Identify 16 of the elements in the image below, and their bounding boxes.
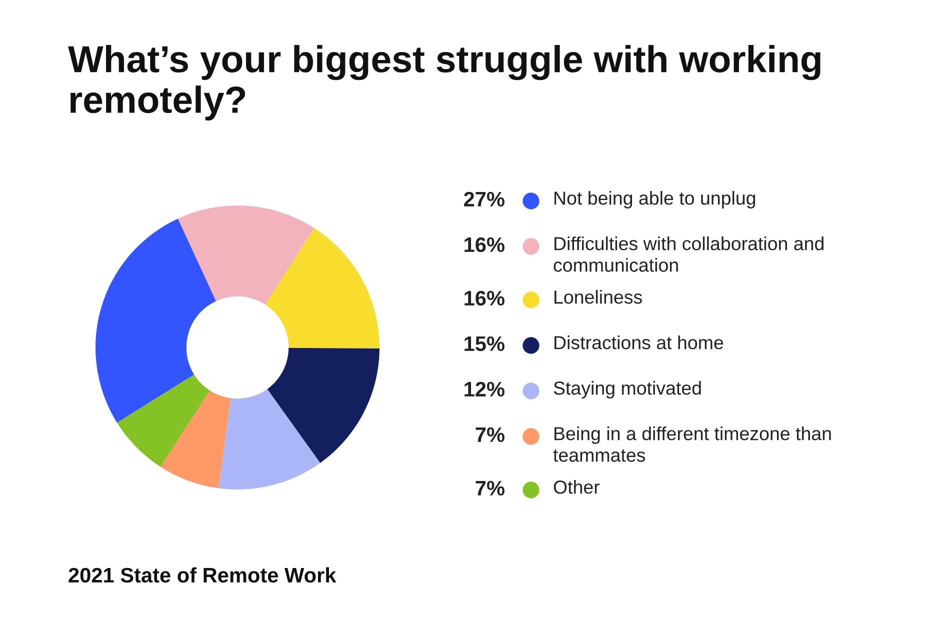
- legend-label: Loneliness: [554, 290, 642, 304]
- data-label: 7%: [476, 427, 504, 442]
- legend-label: Not being able to unplug: [554, 191, 756, 208]
- chart-title: What’s your biggest struggle with working remotely?: [68, 45, 820, 121]
- legend-label: Staying motivated: [554, 381, 701, 398]
- legend-label: Being in a different timezone than teammates: [553, 426, 831, 462]
- data-label: 27%: [464, 192, 504, 207]
- legend-label: Distractions at home: [554, 336, 724, 350]
- data-label: 7%: [476, 480, 504, 496]
- data-label: 15%: [464, 336, 504, 352]
- data-label: 12%: [464, 382, 504, 397]
- data-label: 16%: [464, 290, 504, 306]
- text: 2021 State of Remote Work: [68, 567, 336, 583]
- data-label: 16%: [464, 237, 504, 252]
- legend-label: Difficulties with collaboration and communication: [554, 236, 824, 272]
- legend-label: Other: [554, 480, 600, 494]
